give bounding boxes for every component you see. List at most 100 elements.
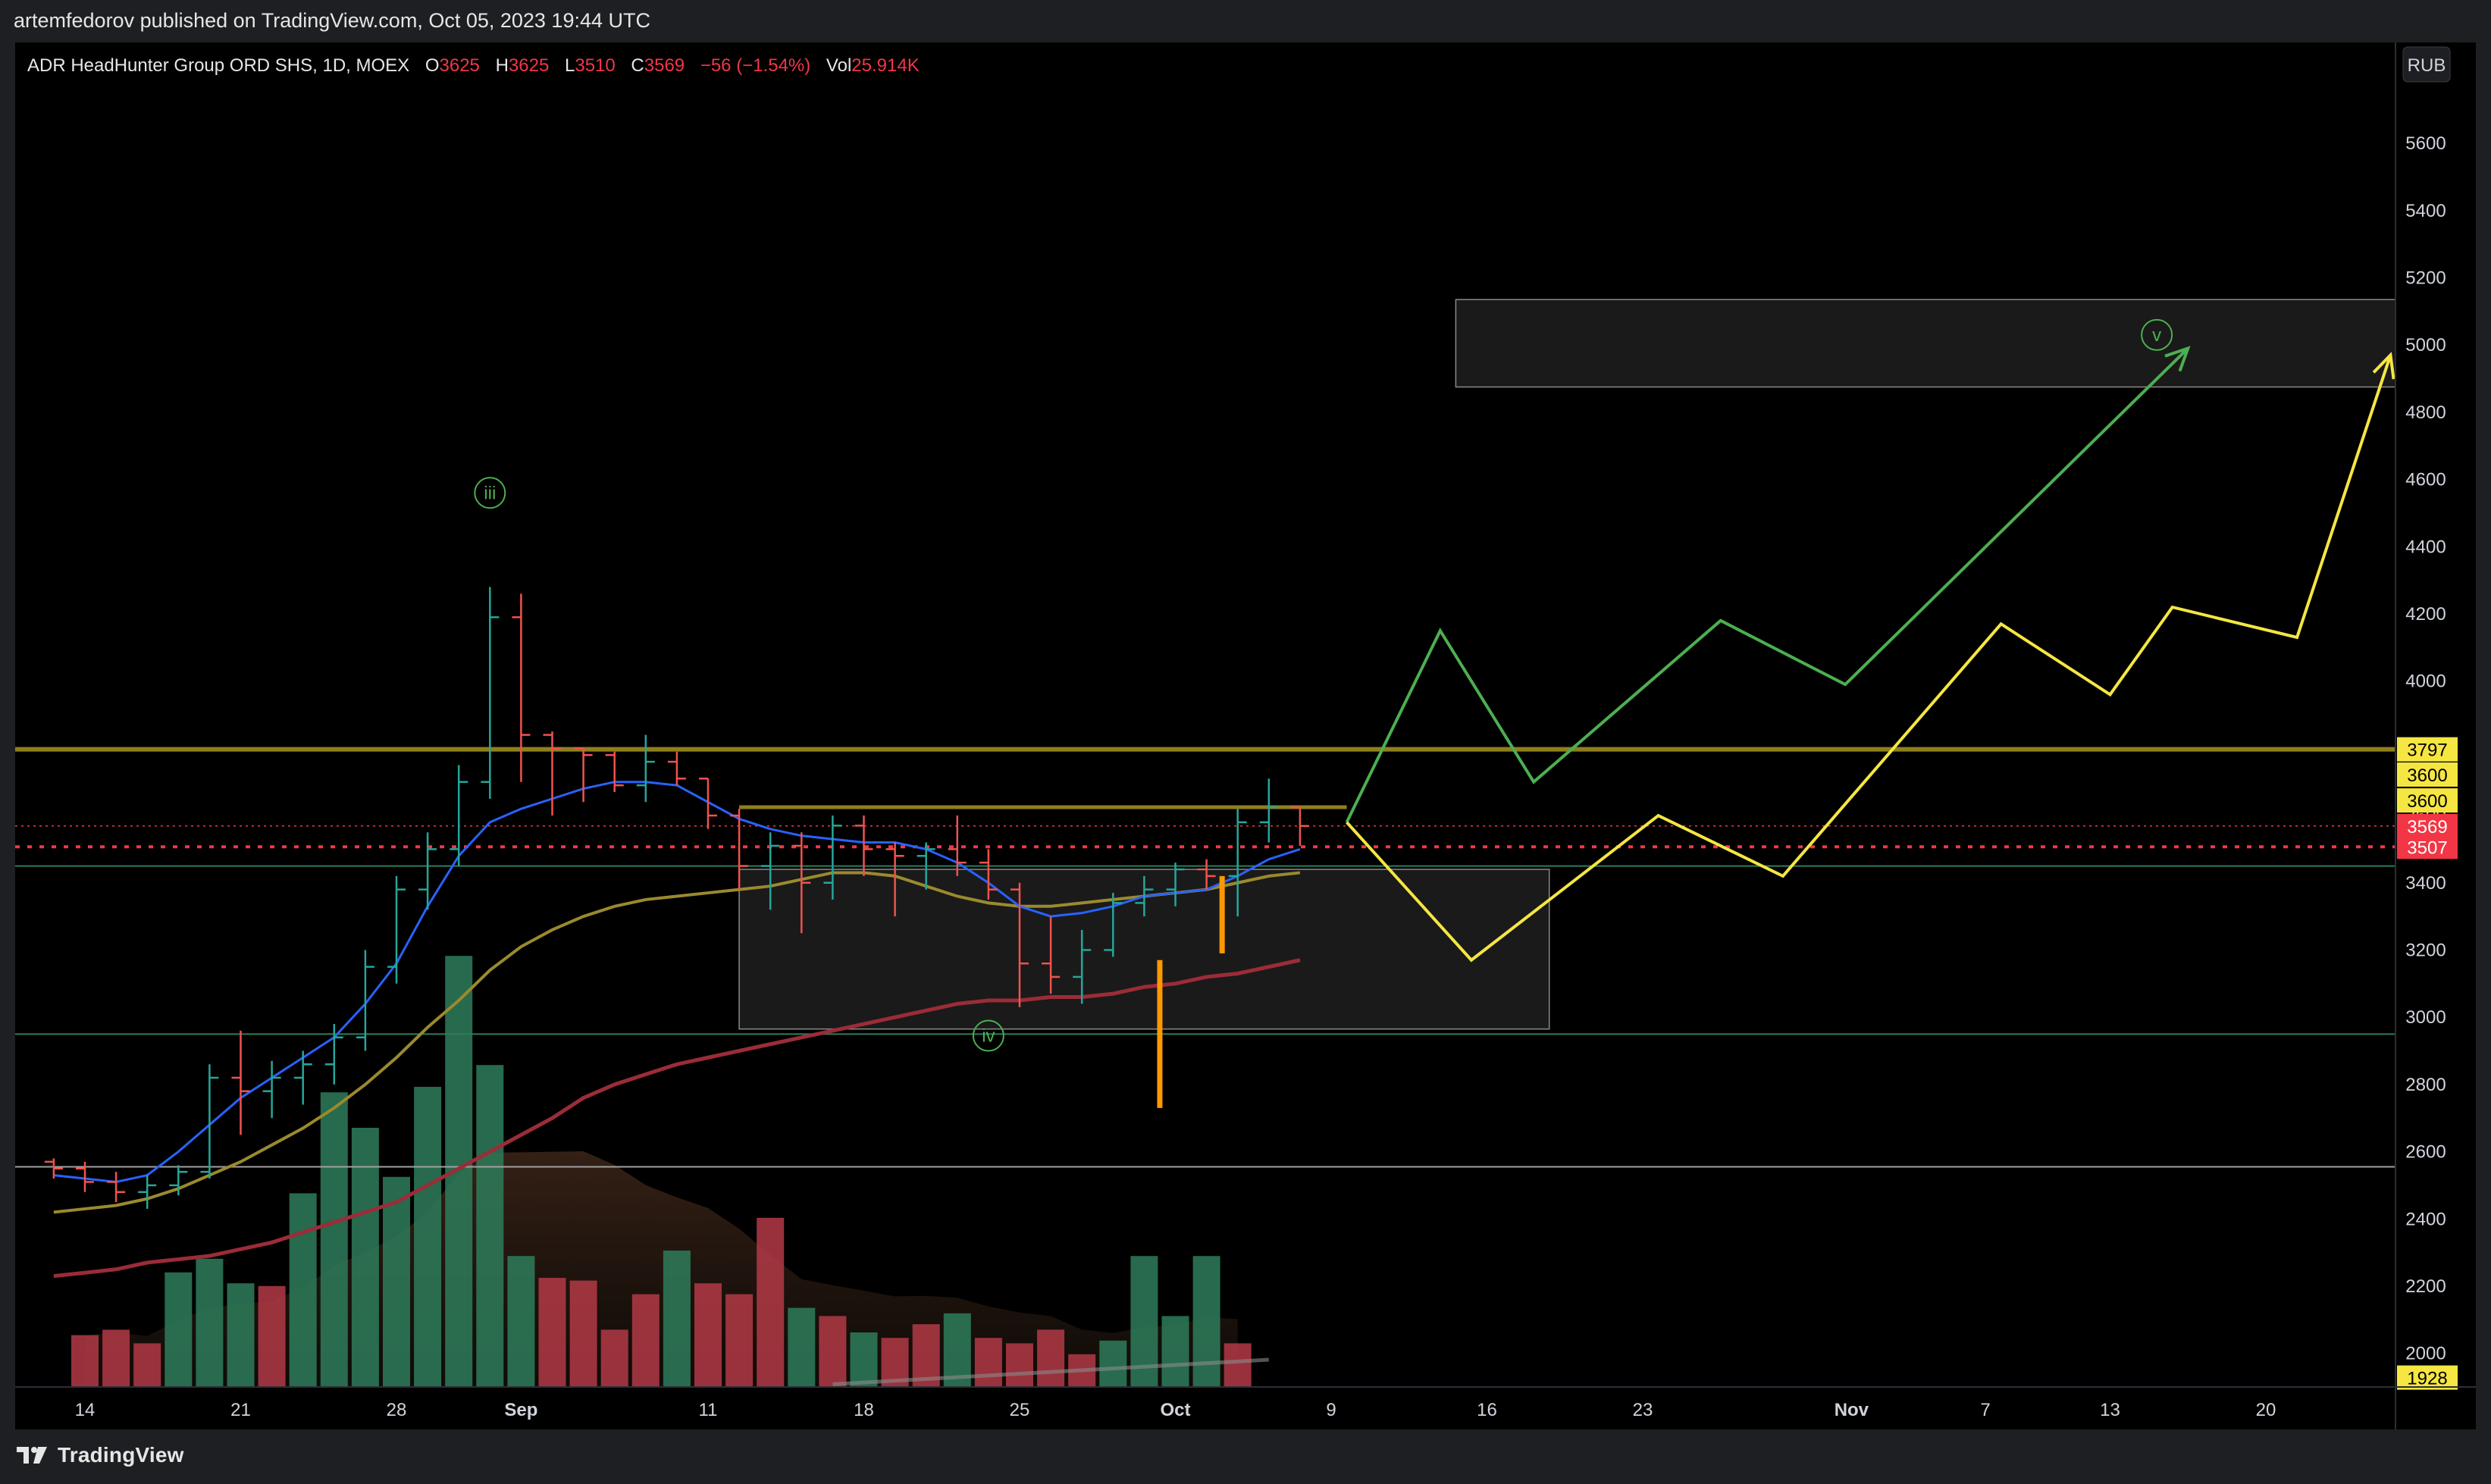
wave-label-text: iii xyxy=(484,483,496,503)
legend-high-label: H xyxy=(496,55,509,76)
box-layer xyxy=(738,299,2396,1030)
price-badge xyxy=(2397,762,2458,787)
volume-bar xyxy=(1006,1343,1033,1387)
price-badge xyxy=(2397,834,2458,859)
volume-bar xyxy=(196,1258,224,1387)
ohlc-bars-layer xyxy=(44,587,1309,1209)
legend-open-label: O xyxy=(425,55,440,76)
y-tick-label: 2000 xyxy=(2405,1344,2446,1364)
volume-bar xyxy=(1099,1340,1127,1387)
price-axis-bg xyxy=(2395,42,2476,1429)
currency-button-bg[interactable] xyxy=(2402,46,2451,83)
volume-bar xyxy=(725,1294,754,1387)
y-tick-label: 5000 xyxy=(2405,335,2446,355)
volume-bar xyxy=(383,1176,410,1387)
y-tick-label: 5600 xyxy=(2405,133,2446,154)
y-tick-label: 2600 xyxy=(2405,1142,2446,1163)
legend-symbol: ADR HeadHunter Group ORD SHS, 1D, MOEX xyxy=(27,55,409,76)
price-badge-label: 1928 xyxy=(2407,1369,2447,1389)
footer-bar: TradingView xyxy=(0,1429,2491,1484)
y-tick-label: 3000 xyxy=(2405,1007,2446,1028)
price-badge xyxy=(2397,813,2458,838)
price-badge-label: 3600 xyxy=(2407,765,2447,786)
x-tick-label: 18 xyxy=(854,1400,874,1420)
wave-label-circle xyxy=(2141,318,2173,351)
levels-layer xyxy=(15,747,2395,1168)
price-badge-label: 3797 xyxy=(2407,740,2447,761)
y-tick-label: 2200 xyxy=(2405,1276,2446,1297)
y-tick-label: 4200 xyxy=(2405,604,2446,625)
wave-label-circle xyxy=(474,477,506,509)
legend-vol-label: Vol xyxy=(826,55,851,76)
legend-vol-value: 25.914K xyxy=(851,55,919,76)
legend-open-value: 3625 xyxy=(440,55,480,76)
wave-label-text: iv xyxy=(982,1026,995,1047)
legend-low-label: L xyxy=(565,55,575,76)
chart-legend: ADR HeadHunter Group ORD SHS, 1D, MOEX O… xyxy=(27,55,920,76)
price-badge-label: 3507 xyxy=(2407,837,2447,858)
x-tick-label: 23 xyxy=(1633,1400,1653,1420)
volume-bar xyxy=(943,1313,971,1387)
volume-bar xyxy=(320,1092,348,1387)
currency-label[interactable]: RUB xyxy=(2408,55,2446,76)
legend-high-value: 3625 xyxy=(509,55,549,76)
y-tick-label: 3400 xyxy=(2405,873,2446,894)
ma-slow-line xyxy=(53,958,1301,1279)
price-badge xyxy=(2397,788,2458,813)
price-badge xyxy=(2397,1365,2458,1390)
wave-label-circle xyxy=(972,1019,1004,1052)
volume-bar xyxy=(476,1065,504,1387)
legend-close-value: 3569 xyxy=(644,55,685,76)
x-tick-label: 28 xyxy=(387,1400,407,1420)
brand-text: TradingView xyxy=(58,1443,184,1467)
volume-bar xyxy=(258,1285,286,1387)
volume-bar xyxy=(289,1193,317,1387)
currency-button[interactable]: RUB xyxy=(2402,46,2451,83)
x-tick-label: 11 xyxy=(699,1400,718,1420)
volume-bar xyxy=(164,1272,193,1387)
volume-bar xyxy=(414,1087,442,1387)
x-tick-label: 21 xyxy=(230,1400,251,1420)
volume-bar xyxy=(850,1332,878,1387)
y-tick-label: 5400 xyxy=(2405,201,2446,221)
price-badge-label: 3569 xyxy=(2407,817,2447,837)
volume-bar xyxy=(102,1329,130,1387)
volume-bar xyxy=(507,1256,535,1387)
volume-bar xyxy=(351,1128,379,1387)
volume-bar xyxy=(71,1335,99,1387)
y-tick-label: 4800 xyxy=(2405,402,2446,423)
volume-bar xyxy=(445,956,473,1387)
volume-bar xyxy=(1037,1329,1065,1387)
price-chart-svg[interactable]: iii iv v 2000 2200 2400 2600 2800 3000 3200 3400 3… xyxy=(15,42,2476,1429)
price-axis[interactable]: 2000220024002600280030003200340036003800… xyxy=(2395,42,2476,1429)
y-tick-label: 3200 xyxy=(2405,940,2446,960)
y-tick-label: 4400 xyxy=(2405,537,2446,557)
volume-bar xyxy=(694,1283,722,1387)
volume-bar xyxy=(538,1278,566,1387)
volume-bar xyxy=(788,1307,816,1387)
legend-low-value: 3510 xyxy=(575,55,615,76)
projection-yellow-path-arrowhead xyxy=(2372,352,2395,380)
tradingview-brand[interactable]: TradingView xyxy=(15,1443,184,1467)
volume-bar xyxy=(631,1294,660,1387)
projection-layer xyxy=(1157,346,2395,1108)
volume-bar xyxy=(569,1280,597,1387)
volume-ma-area xyxy=(85,1151,1238,1387)
y-tick-label: 4000 xyxy=(2405,672,2446,692)
y-tick-label: 2800 xyxy=(2405,1075,2446,1095)
volume-bar xyxy=(227,1283,255,1387)
publisher-text: artemfedorov published on TradingView.co… xyxy=(14,9,650,32)
volume-trend-line xyxy=(832,1357,1269,1386)
zone-box xyxy=(1455,299,2396,388)
volume-bar xyxy=(133,1343,161,1387)
x-tick-label: 14 xyxy=(75,1400,96,1420)
publisher-bar: artemfedorov published on TradingView.co… xyxy=(0,0,2491,42)
tradingview-logo-icon xyxy=(15,1444,49,1467)
wave-label-text: v xyxy=(2152,325,2161,346)
time-axis[interactable]: 14 21 28 Sep 11 18 25 Oct 9 16 23 Nov 7 13 20 xyxy=(15,1386,2476,1420)
chart-area[interactable]: iii iv v 2000 2200 2400 2600 2800 3000 3200 3400 3… xyxy=(15,42,2476,1429)
ma-mid-line xyxy=(53,871,1301,1214)
y-tick-label: 4600 xyxy=(2405,470,2446,490)
projection-yellow-path xyxy=(1346,354,2392,963)
projection-green-path xyxy=(1345,347,2189,823)
